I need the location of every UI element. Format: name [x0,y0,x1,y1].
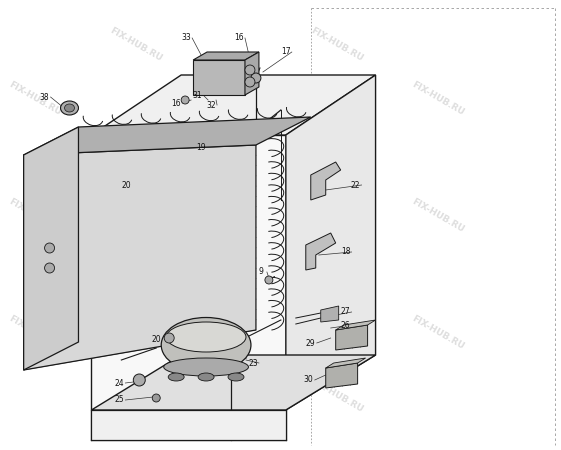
Text: FIX-HUB.RU: FIX-HUB.RU [310,27,365,63]
Text: FIX-HUB.RU: FIX-HUB.RU [209,315,264,351]
Text: 20: 20 [151,336,161,345]
Text: 33: 33 [181,33,191,42]
Ellipse shape [166,322,246,352]
Polygon shape [335,325,367,350]
Text: 18: 18 [341,248,351,256]
Text: FIX-HUB.RU: FIX-HUB.RU [310,261,365,297]
Text: 27: 27 [341,307,351,316]
Text: FIX-HUB.RU: FIX-HUB.RU [209,198,264,234]
Text: 20: 20 [122,180,131,189]
Text: FIX-HUB.RU: FIX-HUB.RU [310,144,365,180]
Ellipse shape [164,358,249,376]
Ellipse shape [228,373,244,381]
Polygon shape [326,363,357,388]
Text: FIX-HUB.RU: FIX-HUB.RU [7,315,63,351]
Text: 17: 17 [281,48,291,57]
Polygon shape [326,358,366,368]
Circle shape [251,73,261,83]
Polygon shape [91,355,375,410]
Circle shape [152,394,160,402]
Circle shape [44,243,54,253]
Text: 24: 24 [114,378,124,387]
Circle shape [164,333,174,343]
Polygon shape [245,52,259,95]
Text: 16: 16 [234,33,244,42]
Ellipse shape [198,373,214,381]
Polygon shape [24,117,311,155]
Ellipse shape [61,101,79,115]
Polygon shape [311,162,341,200]
Text: FIX-HUB.RU: FIX-HUB.RU [7,81,63,117]
Text: FIX-HUB.RU: FIX-HUB.RU [108,378,164,414]
Text: 32: 32 [206,100,216,109]
Text: 26: 26 [341,320,351,329]
Polygon shape [335,320,375,330]
Polygon shape [91,135,286,410]
Text: 25: 25 [114,396,124,405]
Ellipse shape [65,104,75,112]
Text: FIX-HUB.RU: FIX-HUB.RU [108,144,164,180]
Polygon shape [321,306,339,322]
Text: 22: 22 [351,180,360,189]
Circle shape [245,77,255,87]
Polygon shape [24,145,256,370]
Text: FIX-HUB.RU: FIX-HUB.RU [310,378,365,414]
Polygon shape [193,52,259,60]
Circle shape [265,276,273,284]
Text: 23: 23 [248,359,257,368]
Ellipse shape [161,318,251,373]
Text: FIX-HUB.RU: FIX-HUB.RU [410,198,466,234]
Polygon shape [91,75,375,135]
Text: 31: 31 [192,90,202,99]
Text: FIX-HUB.RU: FIX-HUB.RU [108,261,164,297]
Ellipse shape [168,373,184,381]
Circle shape [245,65,255,75]
Circle shape [44,263,54,273]
Text: 30: 30 [304,375,314,384]
Text: 38: 38 [40,93,49,102]
Polygon shape [193,60,245,95]
Polygon shape [24,127,79,370]
Polygon shape [91,410,286,440]
Text: FIX-HUB.RU: FIX-HUB.RU [108,27,164,63]
Text: FIX-HUB.RU: FIX-HUB.RU [7,198,63,234]
Polygon shape [286,75,375,410]
Text: 29: 29 [306,338,316,347]
Polygon shape [306,233,335,270]
Text: FIX-HUB.RU: FIX-HUB.RU [410,81,466,117]
Text: FIX-HUB.RU: FIX-HUB.RU [209,81,264,117]
Text: FIX-HUB.RU: FIX-HUB.RU [410,315,466,351]
Circle shape [134,374,145,386]
Text: 16: 16 [171,99,181,108]
Text: 19: 19 [196,144,206,153]
Text: 9: 9 [259,267,263,276]
Circle shape [181,96,189,104]
